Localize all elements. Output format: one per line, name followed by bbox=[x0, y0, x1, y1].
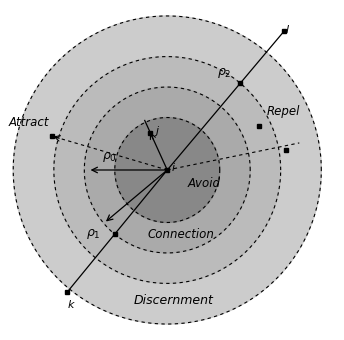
Text: j: j bbox=[155, 126, 159, 136]
Circle shape bbox=[13, 16, 321, 324]
Text: Connection: Connection bbox=[147, 228, 214, 241]
Text: Attract: Attract bbox=[8, 116, 49, 130]
Circle shape bbox=[84, 87, 250, 253]
Text: Discernment: Discernment bbox=[134, 294, 214, 307]
Text: i: i bbox=[172, 163, 175, 173]
Text: $\rho_1$: $\rho_1$ bbox=[86, 227, 100, 241]
Circle shape bbox=[115, 118, 220, 222]
Text: $\rho_2$: $\rho_2$ bbox=[217, 66, 232, 80]
Text: l: l bbox=[286, 24, 289, 34]
Text: Avoid: Avoid bbox=[187, 177, 221, 190]
Text: k: k bbox=[67, 300, 74, 310]
Circle shape bbox=[54, 56, 281, 284]
Text: Repel: Repel bbox=[267, 104, 301, 118]
Text: $\rho_0$: $\rho_0$ bbox=[101, 150, 117, 164]
